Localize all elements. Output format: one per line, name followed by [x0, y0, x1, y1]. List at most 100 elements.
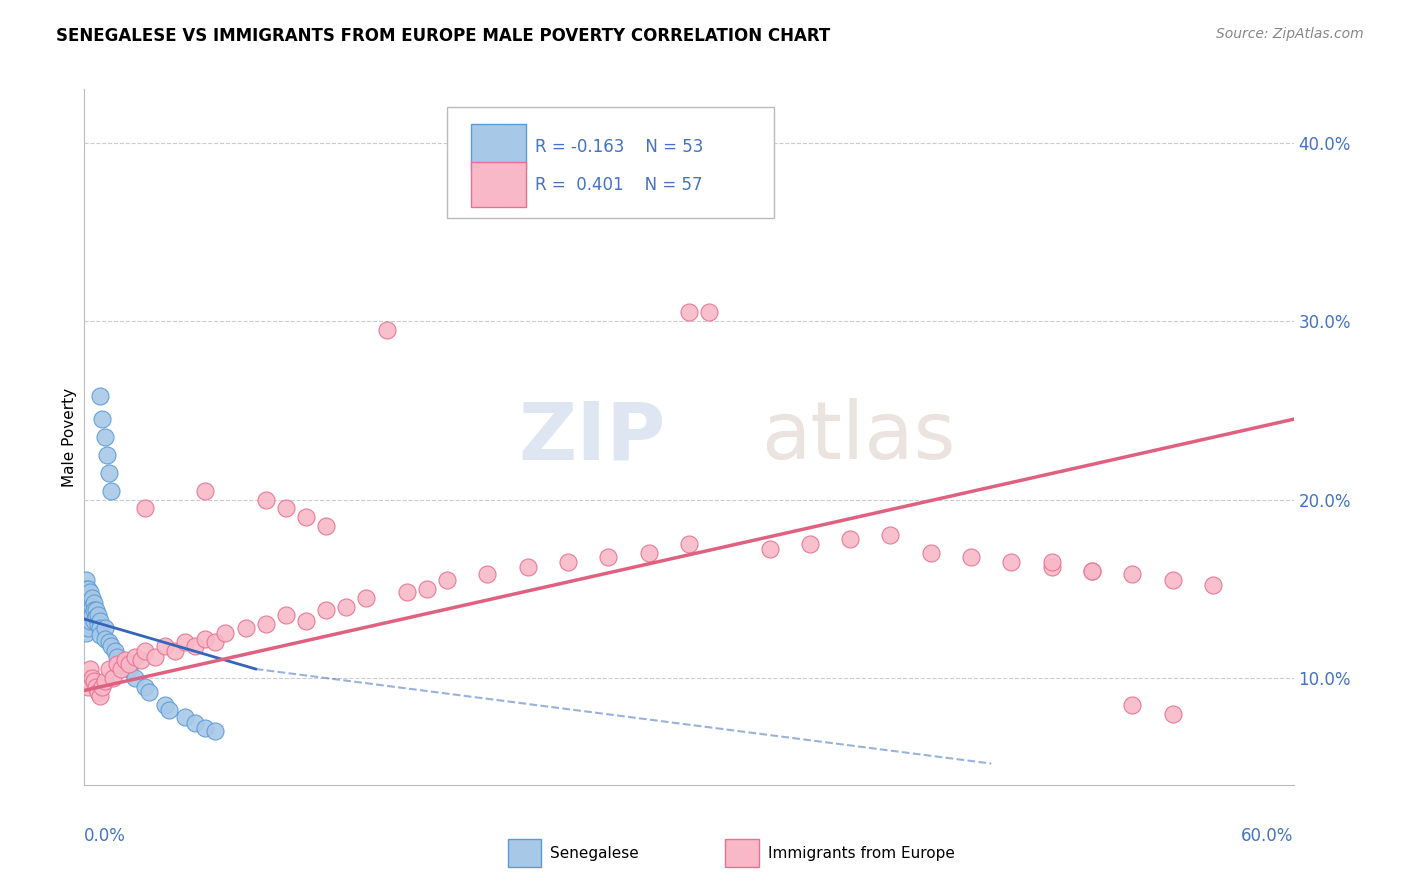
Text: R = -0.163    N = 53: R = -0.163 N = 53: [536, 138, 704, 156]
Point: [77, 582, 100, 596]
Point: [75, 608, 97, 623]
Text: R =  0.401    N = 57: R = 0.401 N = 57: [536, 177, 703, 194]
Point: [79, 603, 101, 617]
Text: atlas: atlas: [762, 398, 956, 476]
Point: [91, 680, 114, 694]
Point: [86, 603, 108, 617]
Point: [89, 614, 111, 628]
Point: [134, 680, 156, 694]
Point: [100, 639, 122, 653]
Point: [104, 644, 127, 658]
Point: [86, 680, 108, 694]
Point: [87, 608, 110, 623]
Point: [1040, 555, 1063, 569]
Point: [82, 599, 104, 614]
Point: [678, 305, 700, 319]
Point: [598, 549, 620, 564]
Point: [153, 698, 176, 712]
Point: [129, 653, 152, 667]
Point: [93, 674, 115, 689]
Point: [77, 599, 100, 614]
Point: [274, 501, 297, 516]
Point: [83, 603, 105, 617]
Text: SENEGALESE VS IMMIGRANTS FROM EUROPE MALE POVERTY CORRELATION CHART: SENEGALESE VS IMMIGRANTS FROM EUROPE MAL…: [56, 27, 831, 45]
Point: [295, 614, 318, 628]
Point: [356, 591, 378, 605]
Point: [204, 635, 226, 649]
Point: [118, 657, 141, 671]
Point: [1121, 567, 1143, 582]
Text: 60.0%: 60.0%: [1241, 827, 1294, 845]
Point: [477, 567, 499, 582]
Text: ZIP: ZIP: [519, 398, 666, 476]
Point: [1081, 564, 1104, 578]
Point: [157, 703, 180, 717]
Point: [134, 644, 156, 658]
Point: [93, 430, 115, 444]
Point: [315, 519, 337, 533]
Point: [83, 596, 105, 610]
Point: [375, 323, 398, 337]
Bar: [725, 839, 759, 867]
Point: [79, 594, 101, 608]
Point: [82, 608, 104, 623]
Point: [79, 662, 101, 676]
Point: [89, 389, 111, 403]
Point: [91, 412, 114, 426]
Point: [89, 628, 111, 642]
Point: [93, 632, 115, 646]
Point: [1121, 698, 1143, 712]
Point: [87, 617, 110, 632]
Bar: [508, 839, 541, 867]
Point: [118, 662, 141, 676]
Point: [839, 532, 862, 546]
Point: [436, 573, 458, 587]
Point: [395, 585, 418, 599]
Point: [214, 626, 236, 640]
Point: [96, 448, 118, 462]
Point: [82, 591, 104, 605]
Point: [89, 689, 111, 703]
Point: [97, 662, 120, 676]
Point: [557, 555, 579, 569]
Point: [138, 685, 160, 699]
Point: [758, 542, 780, 557]
Point: [105, 657, 128, 671]
Point: [1202, 578, 1225, 592]
Point: [97, 635, 120, 649]
Point: [124, 671, 146, 685]
Point: [174, 710, 197, 724]
Point: [1081, 564, 1104, 578]
Point: [77, 621, 100, 635]
Point: [516, 560, 538, 574]
Y-axis label: Male Poverty: Male Poverty: [62, 387, 77, 487]
Point: [235, 621, 257, 635]
Point: [799, 537, 821, 551]
Point: [274, 608, 297, 623]
Text: Senegalese: Senegalese: [550, 846, 638, 861]
Point: [1161, 706, 1184, 721]
Point: [82, 671, 104, 685]
Point: [335, 599, 357, 614]
Point: [79, 614, 101, 628]
Point: [254, 617, 277, 632]
Point: [416, 582, 439, 596]
Point: [75, 671, 97, 685]
Point: [75, 591, 97, 605]
Point: [254, 492, 277, 507]
Point: [77, 591, 100, 605]
Point: [718, 189, 741, 203]
FancyBboxPatch shape: [447, 106, 773, 218]
Point: [101, 671, 124, 685]
Point: [89, 621, 111, 635]
Point: [143, 649, 166, 664]
Point: [124, 649, 146, 664]
Point: [110, 662, 132, 676]
Point: [1040, 560, 1063, 574]
Point: [1161, 573, 1184, 587]
Point: [697, 305, 720, 319]
Point: [184, 715, 207, 730]
Point: [637, 546, 659, 560]
Point: [75, 573, 97, 587]
Point: [194, 483, 217, 498]
